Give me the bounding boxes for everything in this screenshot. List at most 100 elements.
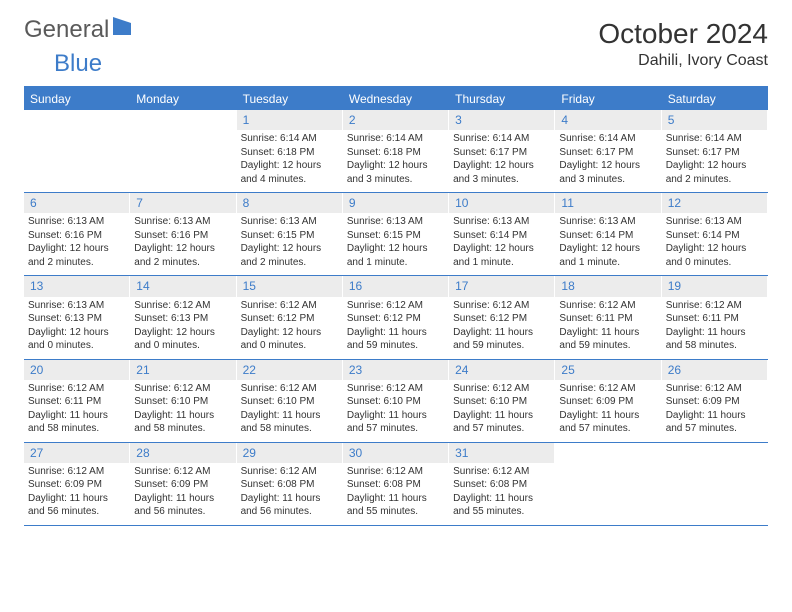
calendar: Sunday Monday Tuesday Wednesday Thursday… [24, 86, 768, 526]
day-dl1: Daylight: 11 hours [241, 409, 338, 423]
day-cell: 16Sunrise: 6:12 AMSunset: 6:12 PMDayligh… [343, 276, 449, 358]
day-dl1: Daylight: 12 hours [241, 159, 338, 173]
day-dl2: and 1 minute. [559, 256, 656, 270]
day-body: Sunrise: 6:14 AMSunset: 6:18 PMDaylight:… [237, 130, 342, 192]
day-cell: 12Sunrise: 6:13 AMSunset: 6:14 PMDayligh… [662, 193, 768, 275]
day-body: Sunrise: 6:13 AMSunset: 6:15 PMDaylight:… [237, 213, 342, 275]
day-number: 31 [449, 443, 554, 463]
day-ss: Sunset: 6:09 PM [666, 395, 763, 409]
day-dl2: and 57 minutes. [453, 422, 550, 436]
dow-monday: Monday [130, 88, 236, 110]
day-sr: Sunrise: 6:12 AM [134, 465, 231, 479]
day-cell: 17Sunrise: 6:12 AMSunset: 6:12 PMDayligh… [449, 276, 555, 358]
day-number: 15 [237, 276, 342, 296]
day-ss: Sunset: 6:18 PM [347, 146, 444, 160]
day-dl2: and 1 minute. [453, 256, 550, 270]
day-dl1: Daylight: 12 hours [241, 326, 338, 340]
day-dl1: Daylight: 12 hours [134, 326, 231, 340]
day-number: 5 [662, 110, 767, 130]
day-dl1: Daylight: 11 hours [241, 492, 338, 506]
day-cell: 20Sunrise: 6:12 AMSunset: 6:11 PMDayligh… [24, 360, 130, 442]
day-cell: 15Sunrise: 6:12 AMSunset: 6:12 PMDayligh… [237, 276, 343, 358]
day-dl2: and 4 minutes. [241, 173, 338, 187]
day-cell: 10Sunrise: 6:13 AMSunset: 6:14 PMDayligh… [449, 193, 555, 275]
day-ss: Sunset: 6:10 PM [134, 395, 231, 409]
day-number: 4 [555, 110, 660, 130]
day-dl2: and 59 minutes. [347, 339, 444, 353]
day-dl1: Daylight: 11 hours [666, 326, 763, 340]
day-dl1: Daylight: 11 hours [453, 492, 550, 506]
day-cell: 8Sunrise: 6:13 AMSunset: 6:15 PMDaylight… [237, 193, 343, 275]
day-body: Sunrise: 6:12 AMSunset: 6:11 PMDaylight:… [662, 297, 767, 359]
day-body: Sunrise: 6:12 AMSunset: 6:10 PMDaylight:… [343, 380, 448, 442]
day-number: 22 [237, 360, 342, 380]
day-dl2: and 56 minutes. [134, 505, 231, 519]
dow-friday: Friday [555, 88, 661, 110]
day-number: 20 [24, 360, 129, 380]
day-ss: Sunset: 6:13 PM [134, 312, 231, 326]
day-ss: Sunset: 6:15 PM [347, 229, 444, 243]
location: Dahili, Ivory Coast [598, 52, 768, 70]
day-number: 21 [130, 360, 235, 380]
day-sr: Sunrise: 6:13 AM [134, 215, 231, 229]
week-row: 20Sunrise: 6:12 AMSunset: 6:11 PMDayligh… [24, 360, 768, 443]
day-dl2: and 56 minutes. [28, 505, 125, 519]
day-ss: Sunset: 6:15 PM [241, 229, 338, 243]
day-cell: 2Sunrise: 6:14 AMSunset: 6:18 PMDaylight… [343, 110, 449, 192]
day-body: Sunrise: 6:12 AMSunset: 6:08 PMDaylight:… [237, 463, 342, 525]
day-dl1: Daylight: 11 hours [134, 492, 231, 506]
day-sr: Sunrise: 6:14 AM [453, 132, 550, 146]
day-body: Sunrise: 6:13 AMSunset: 6:16 PMDaylight:… [130, 213, 235, 275]
day-cell: 1Sunrise: 6:14 AMSunset: 6:18 PMDaylight… [237, 110, 343, 192]
logo-word-general: General [24, 18, 109, 42]
day-ss: Sunset: 6:17 PM [666, 146, 763, 160]
day-dl2: and 58 minutes. [28, 422, 125, 436]
day-ss: Sunset: 6:14 PM [666, 229, 763, 243]
day-dl1: Daylight: 12 hours [347, 159, 444, 173]
day-dl2: and 3 minutes. [347, 173, 444, 187]
dow-tuesday: Tuesday [237, 88, 343, 110]
day-number: 27 [24, 443, 129, 463]
day-dl2: and 55 minutes. [453, 505, 550, 519]
month-title: October 2024 [598, 18, 768, 50]
day-dl2: and 58 minutes. [666, 339, 763, 353]
day-sr: Sunrise: 6:13 AM [28, 215, 125, 229]
day-body [662, 447, 767, 455]
day-cell [555, 443, 661, 525]
day-dl2: and 0 minutes. [134, 339, 231, 353]
day-body: Sunrise: 6:12 AMSunset: 6:08 PMDaylight:… [343, 463, 448, 525]
day-number: 8 [237, 193, 342, 213]
day-dl2: and 2 minutes. [241, 256, 338, 270]
day-number: 25 [555, 360, 660, 380]
day-number: 30 [343, 443, 448, 463]
day-ss: Sunset: 6:14 PM [453, 229, 550, 243]
day-body: Sunrise: 6:12 AMSunset: 6:13 PMDaylight:… [130, 297, 235, 359]
day-body: Sunrise: 6:12 AMSunset: 6:11 PMDaylight:… [24, 380, 129, 442]
day-dl1: Daylight: 12 hours [559, 159, 656, 173]
day-sr: Sunrise: 6:13 AM [559, 215, 656, 229]
day-ss: Sunset: 6:17 PM [559, 146, 656, 160]
day-cell: 28Sunrise: 6:12 AMSunset: 6:09 PMDayligh… [130, 443, 236, 525]
day-body: Sunrise: 6:13 AMSunset: 6:14 PMDaylight:… [662, 213, 767, 275]
day-body [555, 447, 660, 455]
day-cell: 31Sunrise: 6:12 AMSunset: 6:08 PMDayligh… [449, 443, 555, 525]
day-dl2: and 57 minutes. [347, 422, 444, 436]
day-body: Sunrise: 6:12 AMSunset: 6:10 PMDaylight:… [449, 380, 554, 442]
day-ss: Sunset: 6:13 PM [28, 312, 125, 326]
day-dl1: Daylight: 11 hours [28, 492, 125, 506]
day-cell: 30Sunrise: 6:12 AMSunset: 6:08 PMDayligh… [343, 443, 449, 525]
day-ss: Sunset: 6:08 PM [347, 478, 444, 492]
logo-word-blue: Blue [54, 52, 102, 76]
day-cell: 26Sunrise: 6:12 AMSunset: 6:09 PMDayligh… [662, 360, 768, 442]
day-dl2: and 0 minutes. [28, 339, 125, 353]
week-row: 6Sunrise: 6:13 AMSunset: 6:16 PMDaylight… [24, 193, 768, 276]
day-dl2: and 57 minutes. [559, 422, 656, 436]
day-ss: Sunset: 6:09 PM [134, 478, 231, 492]
day-ss: Sunset: 6:10 PM [453, 395, 550, 409]
day-ss: Sunset: 6:11 PM [559, 312, 656, 326]
day-cell: 4Sunrise: 6:14 AMSunset: 6:17 PMDaylight… [555, 110, 661, 192]
weeks-container: 1Sunrise: 6:14 AMSunset: 6:18 PMDaylight… [24, 110, 768, 526]
day-number: 1 [237, 110, 342, 130]
day-dl1: Daylight: 12 hours [28, 326, 125, 340]
day-number: 16 [343, 276, 448, 296]
